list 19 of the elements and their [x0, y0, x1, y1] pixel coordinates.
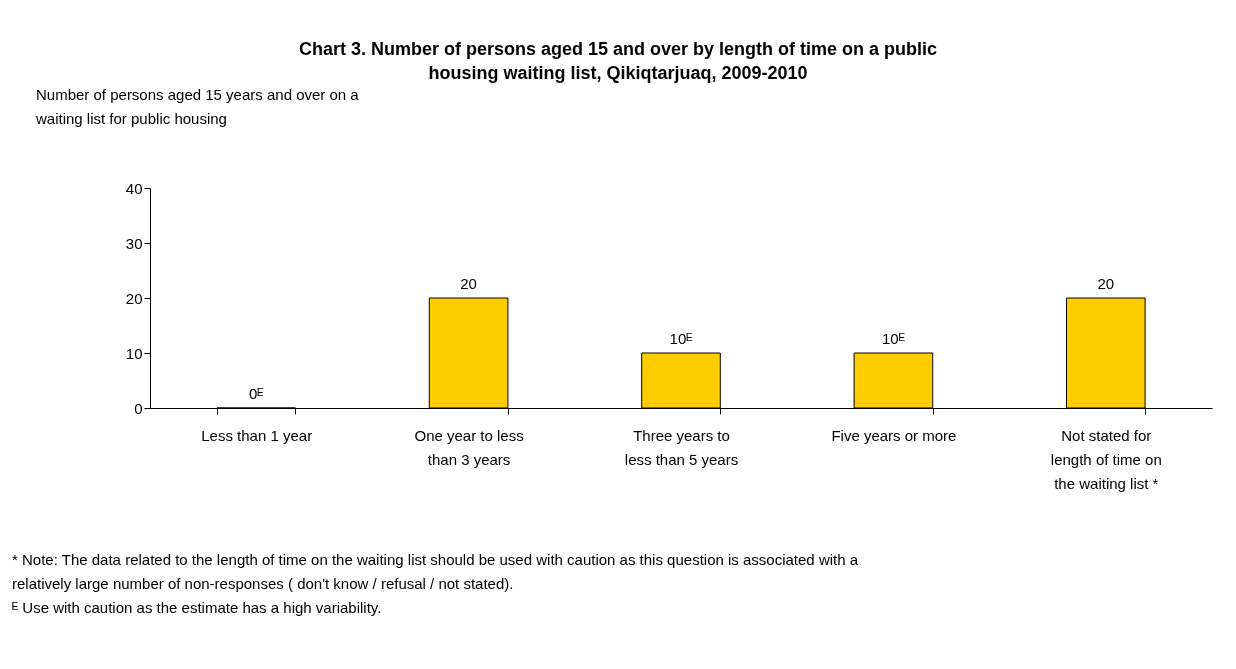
x-tick-label: One year to less than 3 years: [414, 426, 524, 468]
data-label: 10ᴱ: [881, 330, 905, 347]
x-tick-label: Less than 1 year: [201, 426, 313, 444]
data-label: 10ᴱ: [669, 330, 693, 347]
data-label: 20: [1097, 275, 1115, 292]
x-tick-label: Five years or more: [831, 426, 957, 444]
chart-title: Chart 3. Number of persons aged 15 and over by length of time on a public housing waiting list, Qikiqtarjuaq, 2009-2010: [298, 39, 938, 83]
y-tick-label: 0: [134, 399, 143, 417]
y-axis-title: Number of persons aged 15 years and over on a waiting list for public housing: [35, 86, 360, 127]
data-label: 0ᴱ: [248, 385, 264, 402]
text: * Note: The data related to the length of time on the waiting list should be used with caution as this question is associated with a relatively large number of non-responses ( don't know / refusal / not stated).: [12, 551, 859, 592]
y-tick-label: 40: [125, 179, 143, 197]
data-label: 20: [460, 275, 477, 292]
text: ᴱ Use with caution as the estimate has a high variability.: [12, 599, 382, 616]
y-tick-label: 30: [125, 234, 143, 252]
y-tick-label: 20: [125, 289, 143, 307]
y-tick-label: 10: [125, 344, 143, 362]
x-tick-label: Three years to less than 5 years: [624, 426, 739, 468]
x-tick-label: Not stated for length of time on the waiting list *: [1050, 426, 1162, 492]
